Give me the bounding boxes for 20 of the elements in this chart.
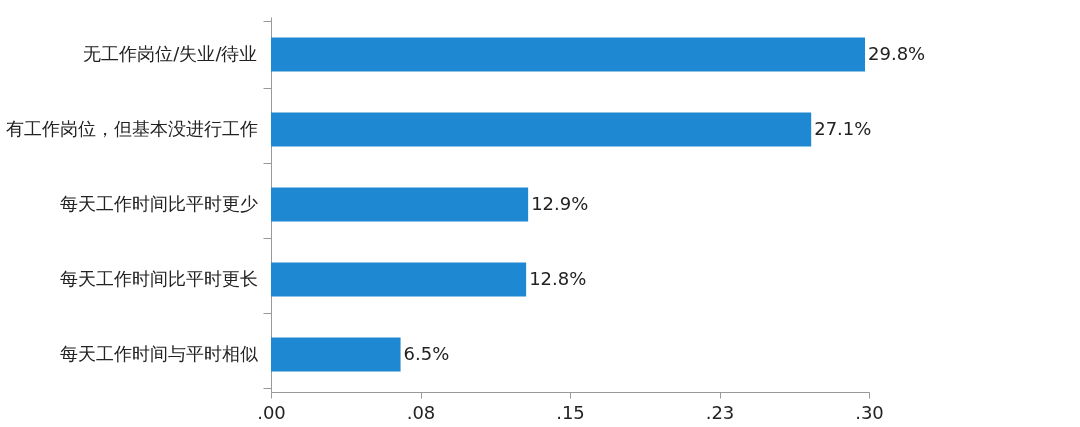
bar — [271, 37, 866, 72]
x-tick-label: .00 — [257, 401, 286, 423]
y-tick-label: 每天工作时间比平时更少 — [59, 193, 258, 214]
y-tick-label: 无工作岗位/失业/待业 — [83, 43, 258, 64]
bar — [271, 112, 812, 147]
y-tick-label: 每天工作时间与平时相似 — [59, 343, 258, 364]
data-label: 29.8% — [868, 42, 926, 64]
y-tick-label: 有工作岗位，但基本没进行工作 — [5, 118, 258, 139]
x-tick-label: .08 — [406, 401, 436, 423]
bar — [271, 262, 527, 297]
data-label: 27.1% — [814, 117, 872, 139]
y-tick-label: 每天工作时间比平时更长 — [59, 268, 258, 289]
x-tick-label: .30 — [855, 401, 884, 423]
data-label: 12.9% — [531, 192, 589, 214]
x-tick-label: .23 — [705, 401, 735, 423]
bar — [271, 337, 401, 372]
x-tick-label: .15 — [556, 401, 585, 423]
data-label: 6.5% — [403, 342, 450, 364]
bar — [271, 187, 529, 222]
data-label: 12.8% — [529, 267, 587, 289]
